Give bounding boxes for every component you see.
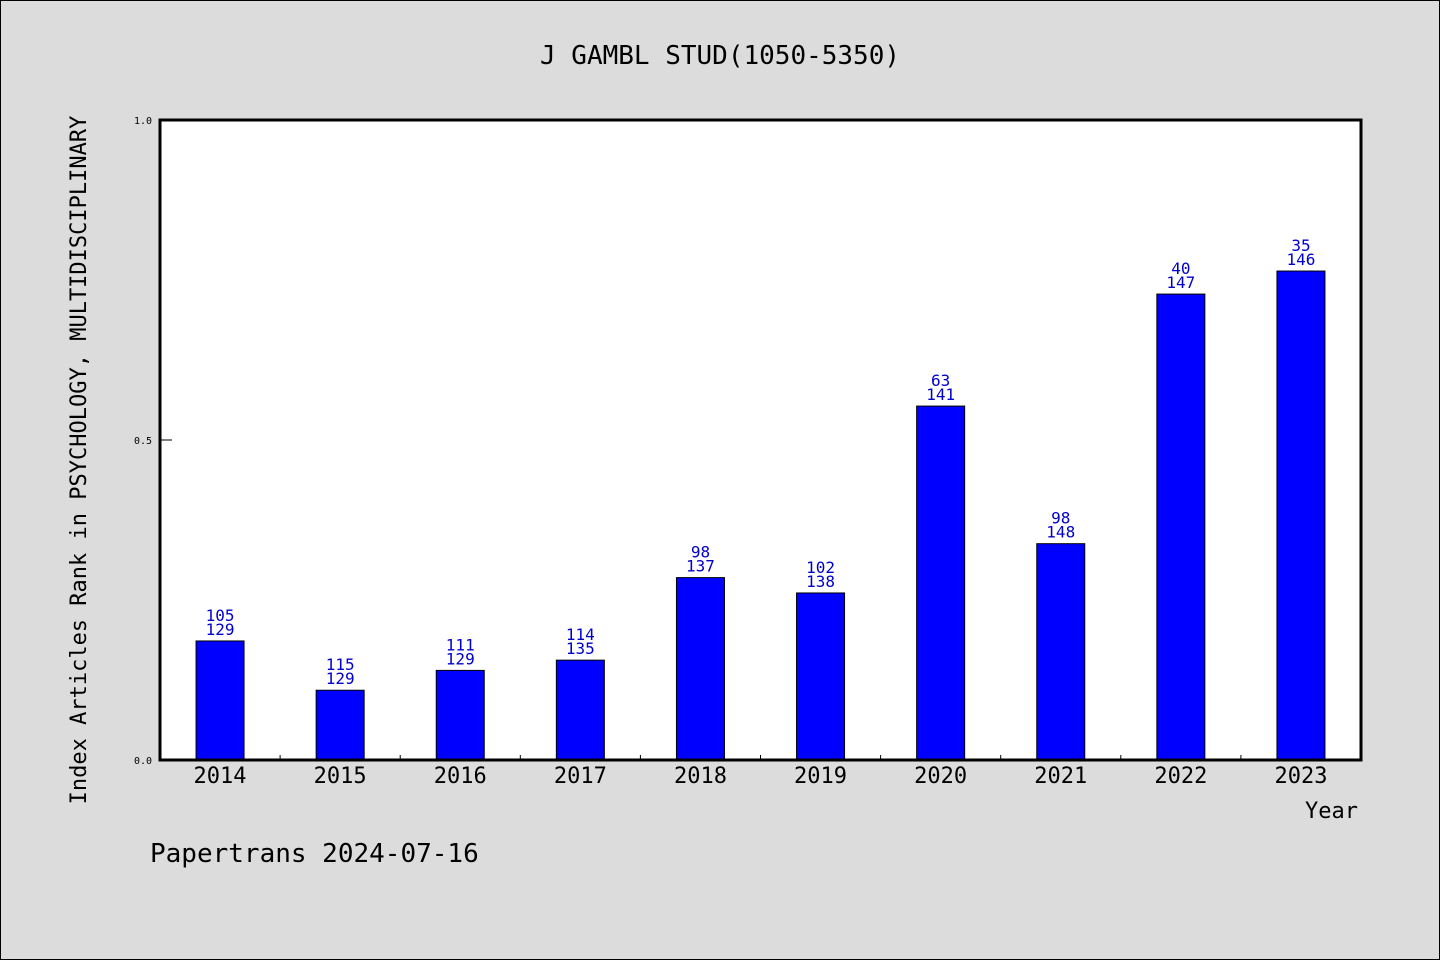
total-label-2016: 129 (446, 649, 475, 668)
x-tick-label-2016: 2016 (434, 764, 487, 789)
x-tick-label-2023: 2023 (1274, 764, 1327, 789)
rank-label-2023: 35 (1291, 236, 1310, 255)
total-label-2018: 137 (686, 557, 715, 576)
x-tick-label-2015: 2015 (314, 764, 367, 789)
y-tick-label: 0.0 (134, 756, 152, 767)
x-tick-label-2019: 2019 (794, 764, 847, 789)
chart-title: J GAMBL STUD(1050-5350) (540, 41, 900, 71)
y-tick-label: 1.0 (134, 116, 152, 127)
y-tick-label: 0.5 (134, 436, 152, 447)
rank-label-2018: 98 (691, 543, 710, 562)
x-tick-label-2017: 2017 (554, 764, 607, 789)
bar-2015 (315, 689, 365, 761)
y-axis-label: Index Articles Rank in PSYCHOLOGY, MULTI… (67, 116, 92, 805)
rank-label-2019: 102 (806, 558, 835, 577)
x-tick-label-2014: 2014 (194, 764, 247, 789)
rank-label-2016: 111 (446, 635, 475, 654)
total-label-2019: 138 (806, 572, 835, 591)
x-axis-label: Year (1305, 799, 1358, 824)
rank-label-2021: 98 (1051, 509, 1070, 528)
x-tick-label-2020: 2020 (914, 764, 967, 789)
bars-group (195, 270, 1326, 761)
rank-label-2017: 114 (566, 625, 595, 644)
bar-2019 (796, 592, 846, 761)
bar-2021 (1036, 543, 1086, 761)
rank-label-2022: 40 (1171, 259, 1190, 278)
x-axis: 2014 2015 2016 2017 2018 2019 2020 2021 2022 2023 (194, 755, 1327, 789)
total-label-2023: 146 (1286, 250, 1315, 269)
footer-text: Papertrans 2024-07-16 (150, 839, 479, 869)
total-label-2017: 135 (566, 639, 595, 658)
total-label-2022: 147 (1166, 273, 1195, 292)
bar-2020 (916, 405, 966, 761)
rank-label-2015: 115 (326, 655, 355, 674)
total-label-2020: 141 (926, 385, 955, 404)
bar-2014 (195, 640, 245, 761)
bar-2022 (1156, 293, 1206, 761)
bar-2016 (435, 669, 485, 761)
total-label-2021: 148 (1046, 523, 1075, 542)
bar-2023 (1276, 270, 1326, 761)
total-label-2014: 129 (206, 620, 235, 639)
x-tick-label-2021: 2021 (1034, 764, 1087, 789)
rank-label-2014: 105 (206, 606, 235, 625)
x-tick-label-2022: 2022 (1154, 764, 1207, 789)
bar-2017 (555, 659, 605, 761)
bar-2018 (675, 577, 725, 761)
plot-frame (158, 118, 1363, 762)
x-tick-label-2018: 2018 (674, 764, 727, 789)
rank-label-2020: 63 (931, 371, 950, 390)
total-label-2015: 129 (326, 669, 355, 688)
